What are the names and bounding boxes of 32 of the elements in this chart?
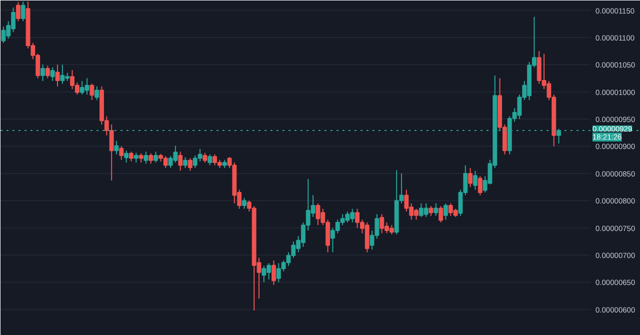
candlestick bbox=[45, 65, 50, 79]
candlestick bbox=[16, 2, 20, 22]
candlestick bbox=[444, 202, 448, 220]
candlestick bbox=[119, 146, 124, 160]
candlestick bbox=[40, 64, 45, 82]
candlestick bbox=[178, 151, 183, 172]
candlestick bbox=[94, 86, 100, 101]
candlestick bbox=[109, 124, 114, 182]
candlestick bbox=[124, 150, 129, 164]
candlestick bbox=[134, 152, 138, 164]
candlestick bbox=[129, 151, 134, 162]
candlestick bbox=[90, 83, 94, 101]
candlestick bbox=[478, 176, 482, 196]
candlestick bbox=[434, 202, 438, 216]
candlestick bbox=[138, 152, 144, 164]
candlestick bbox=[473, 170, 478, 190]
candlestick bbox=[154, 151, 158, 164]
candlestick bbox=[144, 151, 148, 164]
candlestick bbox=[148, 152, 154, 164]
candlestick bbox=[428, 206, 434, 216]
candlestick bbox=[272, 260, 276, 286]
candlestick bbox=[468, 168, 473, 188]
candlestick bbox=[188, 158, 192, 172]
candlestick bbox=[50, 66, 55, 82]
candlestick bbox=[20, 1, 26, 22]
candlestick bbox=[438, 206, 444, 223]
candlestick bbox=[55, 64, 60, 87]
candlestick bbox=[183, 156, 188, 168]
candlestick bbox=[202, 152, 208, 164]
candlestick bbox=[208, 154, 212, 166]
candlestick bbox=[114, 140, 119, 155]
candlestick bbox=[242, 197, 246, 210]
